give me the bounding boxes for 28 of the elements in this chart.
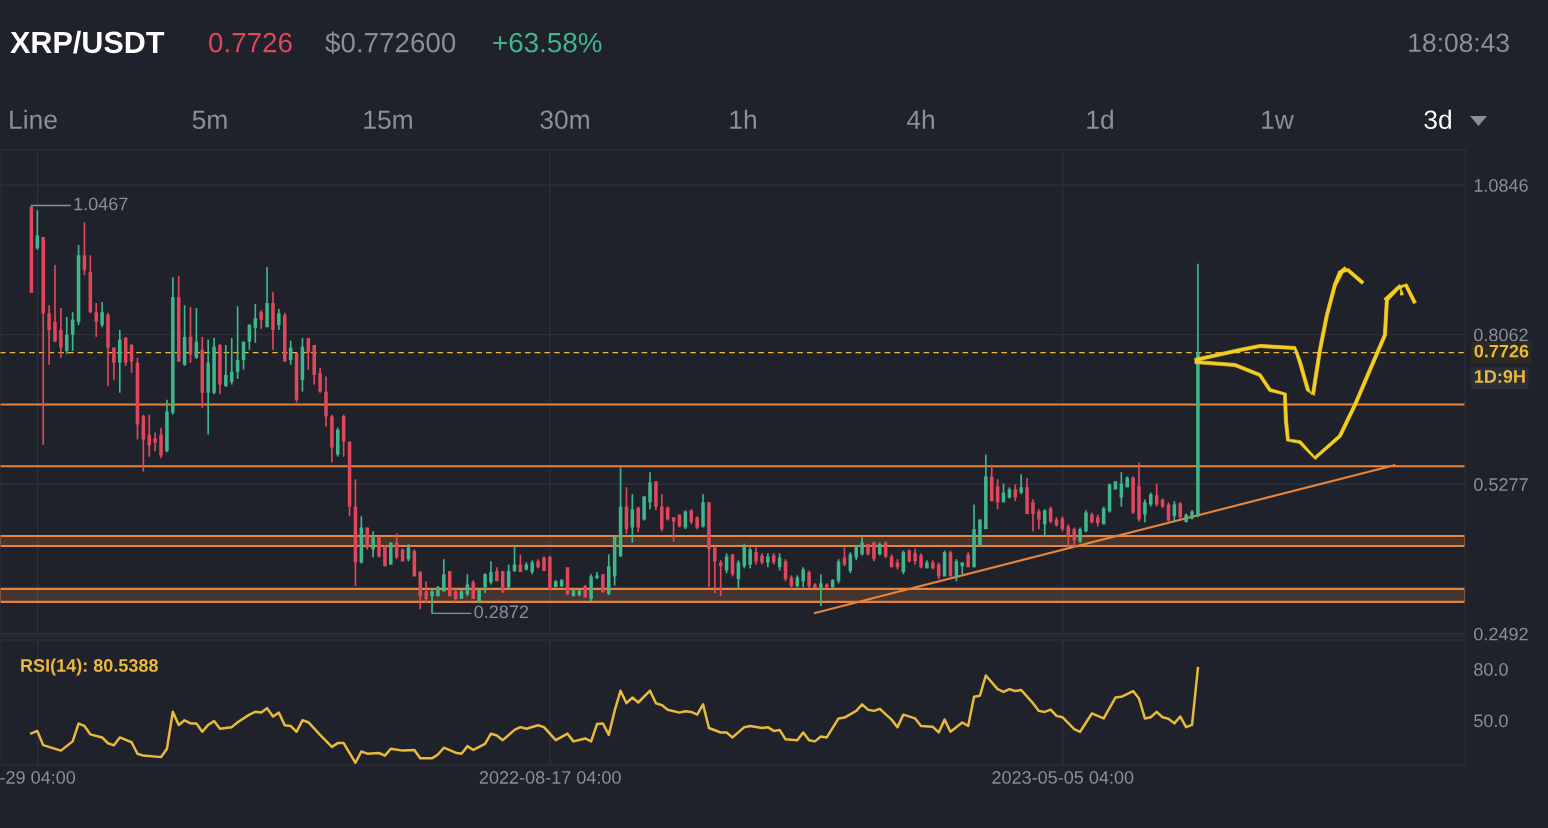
text: 18:08:43 <box>1409 33 1509 53</box>
y-tick-label: 80.0 <box>1474 663 1508 676</box>
text: 15m <box>364 110 412 130</box>
y-tick-label: 0.8062 <box>1474 328 1528 342</box>
text: 0.7726 <box>209 32 292 53</box>
text: 1D:9H <box>1474 370 1525 383</box>
chart-title: XRP/USDT <box>10 30 165 54</box>
y-tick-label: 50.0 <box>1474 714 1508 728</box>
text: 3d <box>1424 109 1451 130</box>
y-tick-label: 0.5277 <box>1474 478 1528 491</box>
text: Line <box>10 109 57 130</box>
text: 1w <box>1262 110 1294 129</box>
text: 1d <box>1087 109 1113 130</box>
ref-line-label: 0.7726 <box>1474 344 1529 358</box>
text: 4h <box>906 109 934 129</box>
x-tick-label: 2022-08-17 04:00 <box>479 771 621 784</box>
text: RSI(14): 80.5388 <box>21 658 158 676</box>
x-tick-label: -29 04:00 <box>0 771 76 784</box>
x-tick-label: 2023-05-05 04:00 <box>992 771 1134 784</box>
text: 5m <box>192 110 227 130</box>
text: 30m <box>540 110 589 130</box>
text: +63.58% <box>493 32 602 53</box>
text: $0.772600 <box>325 31 456 55</box>
y-tick-label: 0.2492 <box>1474 627 1528 641</box>
text: 1h <box>730 109 756 129</box>
annotation: 1.0467 <box>74 197 128 211</box>
y-tick-label: 1.0846 <box>1474 179 1528 192</box>
annotation: 0.2872 <box>474 605 529 619</box>
